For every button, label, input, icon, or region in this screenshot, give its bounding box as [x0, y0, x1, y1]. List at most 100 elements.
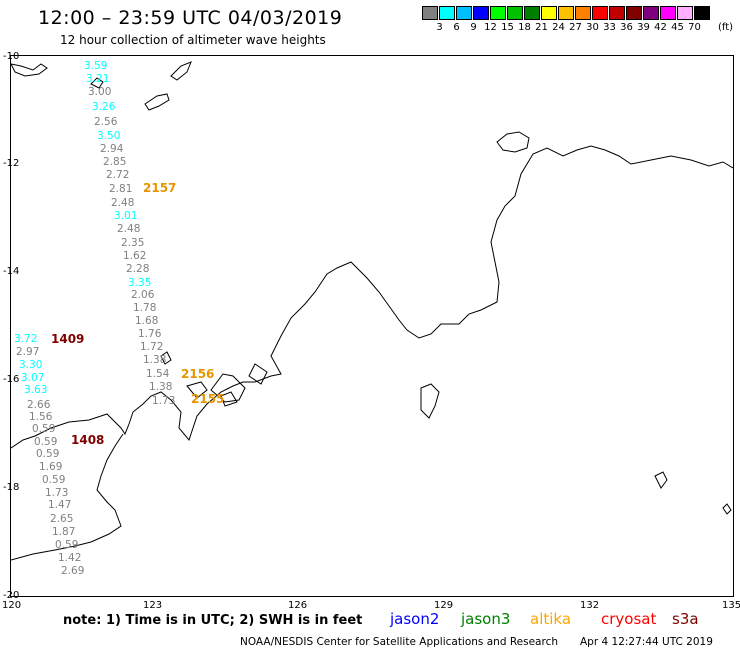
lon-label: 123	[143, 600, 163, 611]
pass-time-label: 1408	[71, 433, 105, 447]
color-scale-swatch	[524, 6, 540, 20]
lon-label: 120	[2, 600, 22, 611]
coastline-map	[10, 61, 734, 561]
wave-height-value: 0.59	[42, 474, 66, 486]
wave-height-value: 1.38	[149, 381, 173, 393]
map-frame: 3.59 3.21 3.00 3.26 2.56 3.50 2.94 2.85 2.72 2.81…	[10, 55, 734, 597]
wave-height-value: 3.72	[14, 333, 38, 345]
color-scale-label: 21	[535, 22, 548, 33]
wave-height-value: 1.69	[39, 461, 63, 473]
color-scale	[422, 6, 711, 20]
satellite-legend-item: jason2	[390, 610, 440, 628]
island-outline	[420, 383, 440, 419]
island-outline	[654, 471, 668, 489]
lat-label: -16	[3, 374, 20, 385]
wave-height-value: 3.63	[24, 384, 48, 396]
color-scale-label: 3	[436, 22, 443, 33]
wave-height-value: 1.73	[45, 487, 69, 499]
island-outline	[10, 63, 48, 77]
wave-height-value: 2.28	[126, 263, 150, 275]
color-scale-swatch	[422, 6, 438, 20]
color-scale-label: 39	[637, 22, 650, 33]
color-scale-label: 70	[688, 22, 701, 33]
wave-height-value: 2.81	[109, 183, 133, 195]
wave-height-value: 1.42	[58, 552, 82, 564]
color-scale-swatch	[456, 6, 472, 20]
island-outline	[220, 391, 238, 407]
color-scale-label: 15	[501, 22, 514, 33]
wave-height-value: 3.26	[92, 101, 116, 113]
island-outline	[90, 77, 104, 89]
wave-height-value: 2.56	[94, 116, 118, 128]
island-outline	[496, 131, 530, 153]
color-scale-swatch	[694, 6, 710, 20]
page-subtitle: 12 hour collection of altimeter wave hei…	[60, 33, 326, 47]
color-scale-swatch	[643, 6, 659, 20]
wave-height-value: 1.47	[48, 499, 72, 511]
color-scale-label: 33	[603, 22, 616, 33]
color-scale-swatch	[677, 6, 693, 20]
color-scale-label: 45	[671, 22, 684, 33]
wave-height-value: 2.72	[106, 169, 130, 181]
wave-height-value: 2.48	[117, 223, 141, 235]
lat-label: -10	[3, 51, 20, 62]
wave-height-value: 2.48	[111, 197, 135, 209]
lat-label: -14	[3, 266, 20, 277]
color-scale-swatch	[473, 6, 489, 20]
color-scale-swatch	[575, 6, 591, 20]
coastline-path	[10, 145, 734, 449]
wave-height-value: 2.65	[50, 513, 74, 525]
credit-text: NOAA/NESDIS Center for Satellite Applica…	[240, 636, 558, 648]
lat-label: -12	[3, 158, 20, 169]
coastline-path	[10, 433, 124, 561]
wave-height-value: 1.68	[135, 315, 159, 327]
island-outline	[160, 351, 172, 365]
lon-label: 129	[434, 600, 454, 611]
color-scale-swatch	[626, 6, 642, 20]
satellite-legend-item: altika	[530, 610, 572, 628]
color-scale-label: 9	[470, 22, 477, 33]
wave-height-value: 0.59	[32, 423, 56, 435]
satellite-legend-item: jason3	[461, 610, 511, 628]
wave-height-value: 3.01	[114, 210, 138, 222]
wave-height-value: 1.56	[29, 411, 53, 423]
color-scale-label: 27	[569, 22, 582, 33]
wave-height-value: 2.35	[121, 237, 145, 249]
color-scale-label: 12	[484, 22, 497, 33]
island-outline	[722, 503, 732, 515]
color-scale-label: 30	[586, 22, 599, 33]
color-scale-label: 42	[654, 22, 667, 33]
color-scale-swatch	[558, 6, 574, 20]
color-scale-label: 6	[453, 22, 460, 33]
wave-height-value: 1.62	[123, 250, 147, 262]
wave-height-value: 1.38	[143, 354, 167, 366]
color-scale-swatch	[609, 6, 625, 20]
wave-height-value: 0.59	[34, 436, 58, 448]
wave-height-value: 1.76	[138, 328, 162, 340]
color-scale-label: 24	[552, 22, 565, 33]
pass-time-label: 2155	[191, 392, 225, 406]
wave-height-value: 3.07	[21, 372, 45, 384]
wave-height-value: 1.73	[152, 395, 176, 407]
color-scale-swatch	[490, 6, 506, 20]
wave-height-value: 1.54	[146, 368, 170, 380]
wave-height-value: 2.97	[16, 346, 40, 358]
lat-label: -18	[3, 482, 20, 493]
wave-height-value: 3.35	[128, 277, 152, 289]
wave-height-value: 3.00	[88, 86, 112, 98]
color-scale-labels: 3 6 9 12 15 18 21 24 27 30 33 36 39 42 45 70	[431, 22, 703, 33]
lon-label: 126	[288, 600, 308, 611]
color-scale-swatch	[507, 6, 523, 20]
wave-height-value: 1.78	[133, 302, 157, 314]
color-scale-unit: (ft)	[718, 22, 734, 33]
island-outline	[170, 61, 192, 81]
satellite-legend-item: s3a	[672, 610, 699, 628]
wave-height-value: 1.72	[140, 341, 164, 353]
footnote: note: 1) Time is in UTC; 2) SWH is in fe…	[63, 613, 363, 628]
page-title: 12:00 – 23:59 UTC 04/03/2019	[38, 7, 343, 29]
color-scale-swatch	[439, 6, 455, 20]
coastline-path	[248, 363, 268, 385]
lat-label: -20	[3, 590, 20, 601]
satellite-legend-item: cryosat	[601, 610, 657, 628]
wave-height-value: 2.06	[131, 289, 155, 301]
